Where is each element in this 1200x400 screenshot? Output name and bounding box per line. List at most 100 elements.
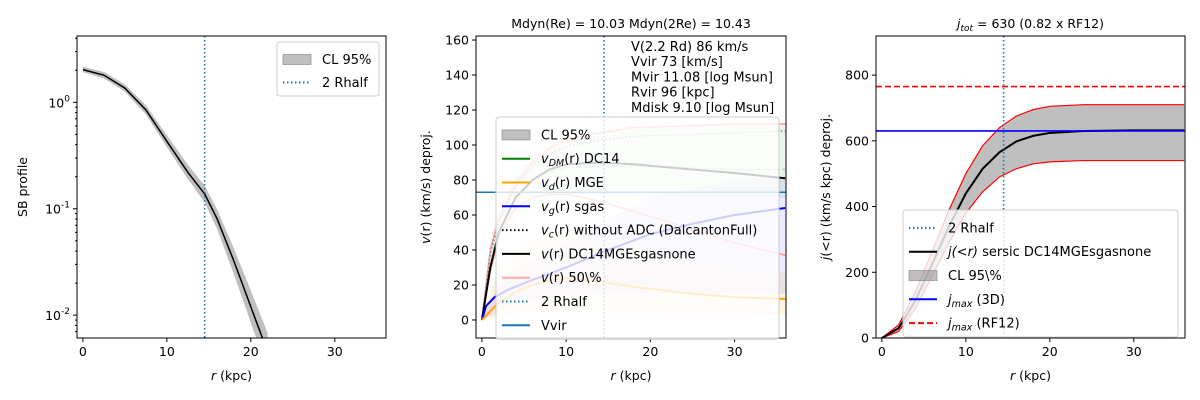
y-tick-label: 160	[445, 33, 469, 48]
y-tick-label: 10-1	[45, 201, 70, 217]
y-axis-label: j(<r) (km/s kpc) deproj.	[818, 114, 833, 262]
y-tick-label: 10-2	[45, 307, 70, 323]
legend-entry: vd(r) MGE	[502, 176, 604, 193]
legend-entry: 2 Rhalf	[502, 295, 587, 310]
legend-swatch-band	[908, 270, 938, 281]
axes-frame	[76, 35, 387, 339]
legend-post: (RF12)	[972, 317, 1019, 332]
legend-var: v	[541, 176, 549, 191]
x-tick-label: 0	[478, 344, 486, 359]
annotation-text: Mdisk 9.10 [log Msun]	[631, 101, 774, 116]
title-j: j	[955, 16, 961, 31]
y-tick-label: 140	[445, 68, 469, 83]
legend-sub: max	[952, 323, 973, 334]
legend-swatch-band	[501, 129, 531, 141]
x-tick-label: 10	[958, 344, 974, 359]
y-tick-label: 60	[453, 207, 469, 222]
legend-var: v	[541, 152, 549, 167]
y-tick-label: 400	[845, 199, 869, 214]
legend-var: j(<r)	[946, 245, 978, 260]
annotation-text: Mvir 11.08 [log Msun]	[631, 70, 773, 85]
x-tick-label: 0	[878, 344, 886, 359]
legend-post: (r) DC14MGEsgasnone	[549, 247, 696, 262]
x-tick-label: 30	[1126, 344, 1142, 359]
legend-var: v	[541, 247, 549, 262]
x-tick-label: 20	[1042, 344, 1058, 359]
legend-label: CL 95%	[322, 53, 371, 68]
x-tick-label: 10	[558, 344, 574, 359]
legend-label: CL 95\%	[948, 269, 1002, 284]
y-tick-label: 200	[845, 265, 869, 280]
legend-label: 2 Rhalf	[322, 76, 368, 91]
y-label-rest: (km/s) deproj.	[418, 130, 433, 221]
y-tick-label: 80	[453, 173, 469, 188]
legend-label: vd(r) MGE	[541, 176, 604, 193]
y-tick-label: 40	[453, 242, 469, 257]
legend-label: jmax (3D)	[946, 293, 1005, 310]
title-rest: = 630 (0.82 x RF12)	[973, 16, 1104, 31]
legend-label: Vvir	[541, 319, 567, 334]
x-label-rest: (kpc)	[616, 368, 652, 383]
legend-post: (3D)	[972, 293, 1005, 308]
legend-post: (r) sgas	[555, 200, 605, 215]
y-tick-label: 100	[48, 94, 70, 110]
legend-label: CL 95%	[541, 128, 590, 143]
legend: 2 Rhalf j(<r) sersic DC14MGEsgasnone CL 95…	[902, 209, 1179, 338]
y-tick-label: 0	[461, 312, 469, 327]
legend-entry: CL 95%	[501, 128, 590, 143]
y-label-arg: (<r)	[818, 231, 833, 256]
legend-sub: DM	[549, 158, 565, 169]
y-tick-label: 600	[845, 133, 869, 148]
legend-var: v	[541, 224, 549, 239]
legend-entry: jmax (3D)	[909, 293, 1005, 310]
y-label-arg: (r)	[418, 222, 433, 237]
legend-box	[902, 209, 1179, 338]
legend-sub: c	[549, 230, 555, 241]
y-tick-label: 0	[861, 331, 869, 346]
tick-exponent: -2	[61, 307, 70, 317]
x-tick-label: 0	[79, 344, 87, 359]
legend-entry: Vvir	[502, 319, 567, 334]
x-label-rest: (kpc)	[1015, 368, 1051, 383]
y-tick-label: 100	[445, 138, 469, 153]
legend-label: 2 Rhalf	[541, 295, 587, 310]
legend-post: sersic DC14MGEsgasnone	[978, 245, 1151, 260]
x-label-rest: (kpc)	[216, 368, 252, 383]
tick-exponent: 0	[64, 94, 70, 104]
legend-entry: vc(r) without ADC (DalcantonFull)	[502, 224, 757, 241]
axes-frame	[875, 35, 1186, 339]
legend-entry: 2 Rhalf	[283, 76, 368, 91]
legend-label: v(r) 50\%	[541, 271, 602, 286]
y-label-var: v	[418, 236, 433, 244]
legend-label: vDM(r) DC14	[541, 152, 619, 169]
legend-post: (r) MGE	[555, 176, 604, 191]
annotation-text: V(2.2 Rd) 86 km/s	[631, 40, 749, 55]
legend-entry: j(<r) sersic DC14MGEsgasnone	[909, 245, 1151, 260]
x-tick-label: 10	[159, 344, 175, 359]
legend-swatch-band	[282, 54, 312, 65]
series-cl-95--band	[82, 66, 268, 338]
legend-entry: vg(r) sgas	[502, 200, 604, 217]
x-label-var: r	[1010, 368, 1016, 383]
legend-entry: CL 95\%	[908, 269, 1002, 284]
x-tick-label: 30	[327, 344, 343, 359]
legend-label: j(<r) sersic DC14MGEsgasnone	[946, 245, 1151, 260]
tick-base: 10	[45, 308, 61, 323]
y-tick-label: 800	[845, 68, 869, 83]
legend-label: jmax (RF12)	[946, 317, 1020, 334]
y-axis-label: v(r) (km/s) deproj.	[418, 130, 433, 244]
x-tick-label: 20	[642, 344, 658, 359]
legend-sub: max	[952, 299, 973, 310]
legend-entry: jmax (RF12)	[909, 317, 1020, 334]
chart-title: jtot = 630 (0.82 x RF12)	[955, 16, 1104, 34]
legend-label: 2 Rhalf	[948, 221, 994, 236]
legend-label: vc(r) without ADC (DalcantonFull)	[541, 224, 757, 241]
y-label-rest: (km/s kpc) deproj.	[818, 114, 833, 231]
x-label-var: r	[611, 368, 617, 383]
legend-entry: CL 95%	[282, 53, 371, 68]
x-label-var: r	[211, 368, 217, 383]
x-tick-label: 20	[243, 344, 259, 359]
